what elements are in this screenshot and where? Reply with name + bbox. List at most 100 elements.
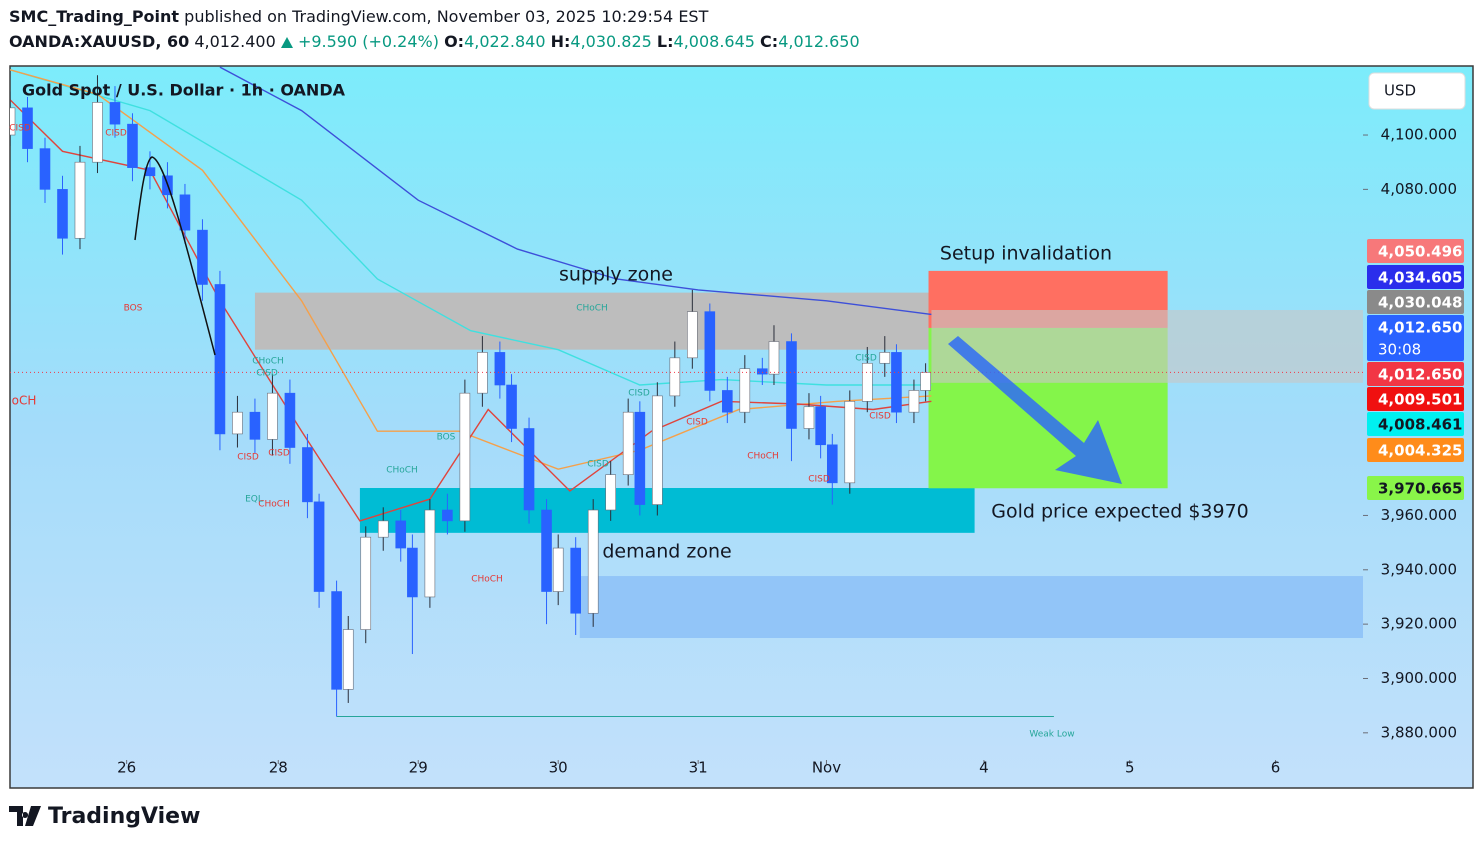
candle-body xyxy=(395,520,407,549)
brand: TradingView xyxy=(48,804,200,829)
candle-body xyxy=(313,501,325,592)
candle-body xyxy=(739,368,751,413)
ohlc-key: O: xyxy=(444,32,465,51)
candle-body xyxy=(74,161,86,239)
marker-label: CHoCH xyxy=(471,575,503,585)
ohlc-value: 4,030.825 xyxy=(570,32,652,51)
chart-background xyxy=(9,65,1474,789)
logo xyxy=(9,806,41,826)
publish-line: SMC_Trading_Point published on TradingVi… xyxy=(9,7,708,26)
candle-body xyxy=(494,352,506,386)
marker-label: CISD xyxy=(869,412,891,422)
candle-body xyxy=(179,194,191,231)
candle-body xyxy=(815,406,826,446)
chart-title: Gold Spot / U.S. Dollar · 1h · OANDA xyxy=(22,81,346,100)
marker-label: CISD xyxy=(686,418,708,428)
marker-label: CISD xyxy=(237,453,259,463)
candle-body xyxy=(506,384,517,429)
candle-body xyxy=(442,509,453,522)
zone xyxy=(931,310,1363,383)
candle-body xyxy=(477,352,488,394)
ohlc-key: H: xyxy=(550,32,571,51)
candle-body xyxy=(360,536,372,630)
price-label-box xyxy=(1367,438,1464,462)
price-label: 3,970.665 xyxy=(1378,480,1462,498)
marker-label: CHoCH xyxy=(576,304,608,314)
candle-body xyxy=(570,547,581,614)
marker-label: BOS xyxy=(124,304,143,314)
candle-body xyxy=(197,229,208,285)
x-tick-label: 5 xyxy=(1125,759,1135,777)
x-tick-label: Nov xyxy=(812,759,841,777)
ohlc-value: 4,012.650 xyxy=(778,32,860,51)
price-label: 4,012.650 xyxy=(1378,319,1462,337)
candle-body xyxy=(704,311,716,391)
candle-body xyxy=(267,392,278,440)
price-label-box xyxy=(1367,315,1464,361)
x-tick-label: 26 xyxy=(117,759,136,777)
arrow xyxy=(948,336,1122,484)
candle-body xyxy=(162,175,173,196)
x-tick-label: 28 xyxy=(269,759,288,777)
candle-body xyxy=(127,123,138,168)
price-label: 4,004.325 xyxy=(1378,442,1462,460)
published: published on TradingView.com, November 0… xyxy=(184,7,709,26)
candle-body xyxy=(687,311,698,359)
candle-body xyxy=(424,509,436,598)
candle-body xyxy=(908,390,920,413)
ma-line xyxy=(10,99,932,522)
marker-label: oCH xyxy=(12,394,37,408)
candle-body xyxy=(634,411,646,505)
candle-body xyxy=(92,102,103,163)
candle-body xyxy=(552,547,564,592)
x-tick-label: 4 xyxy=(979,759,989,777)
candle-body xyxy=(523,428,535,511)
marker-label: CISD xyxy=(628,389,650,399)
currency-button[interactable] xyxy=(1368,72,1466,110)
ohlc-value: 4,008.645 xyxy=(673,32,755,51)
ohlc-key: C: xyxy=(760,32,779,51)
candle-body xyxy=(844,401,856,484)
price-label-box xyxy=(1367,239,1464,263)
candle-body xyxy=(10,107,16,136)
currency: USD xyxy=(1384,82,1416,100)
zone xyxy=(928,327,1168,489)
price-label-box xyxy=(1367,476,1464,500)
candle-body xyxy=(232,411,243,435)
x-tick-label: 6 xyxy=(1271,759,1281,777)
candle-body xyxy=(587,509,599,614)
candle-body xyxy=(669,357,681,397)
y-tick-label: 3,960.000 xyxy=(1381,506,1457,524)
marker-label: BOS xyxy=(437,433,456,443)
candle-body xyxy=(57,189,68,239)
candle-body xyxy=(342,629,354,690)
candle-body xyxy=(214,284,226,435)
marker-label: CISD xyxy=(9,124,31,134)
annotation: Setup invalidation xyxy=(940,243,1112,265)
candle-body xyxy=(861,362,873,402)
price-label-box xyxy=(1367,290,1464,314)
price-label: 4,030.048 xyxy=(1378,294,1462,312)
marker-label: CHoCH xyxy=(252,357,284,367)
candle-body xyxy=(652,395,663,505)
candle-body xyxy=(377,520,389,538)
candle-body xyxy=(541,509,552,592)
up-icon xyxy=(280,37,293,48)
marker-label: CHoCH xyxy=(258,500,290,510)
author[interactable]: SMC_Trading_Point xyxy=(9,7,180,26)
x-tick-label: 31 xyxy=(689,759,708,777)
last-price: 4,012.400 xyxy=(194,32,276,51)
candle-body xyxy=(459,392,471,522)
ma-line xyxy=(10,69,932,386)
plot-area xyxy=(10,66,1363,718)
candle-body xyxy=(826,444,838,484)
ma-line xyxy=(10,69,932,470)
candle-body xyxy=(920,372,931,391)
marker-label: EQL xyxy=(245,495,263,505)
marker-label: CISD xyxy=(268,449,290,459)
candle-body xyxy=(768,341,780,375)
ma-line xyxy=(219,66,932,316)
marker-label: CISD xyxy=(105,129,127,139)
